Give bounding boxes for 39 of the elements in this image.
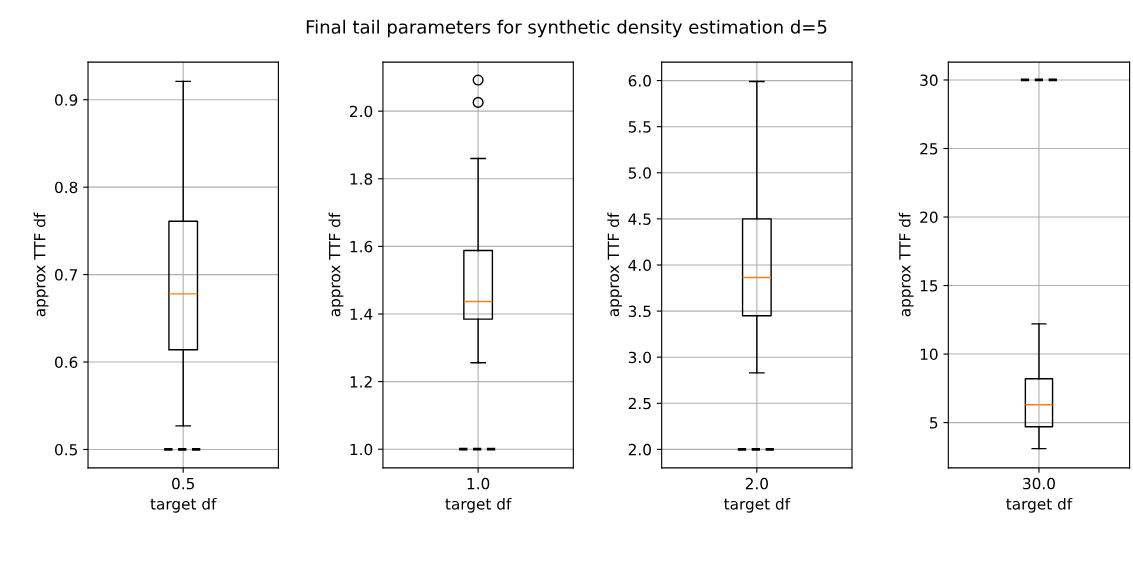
x-axis-title: target df xyxy=(724,497,791,513)
y-tick-label: 0.5 xyxy=(55,443,77,456)
y-tick-label: 2.0 xyxy=(628,443,651,456)
x-tick-label: 2.0 xyxy=(745,477,768,490)
y-axis-title: approx TTF df xyxy=(898,212,914,317)
y-tick-label: 3.0 xyxy=(628,351,651,364)
y-tick-label: 10 xyxy=(920,348,938,361)
x-tick-label: 1.0 xyxy=(467,477,490,490)
x-tick-label: 0.5 xyxy=(172,477,195,490)
y-tick-label: 6.0 xyxy=(628,75,651,87)
x-tick-label: 30.0 xyxy=(1023,477,1055,490)
y-tick-label: 2.5 xyxy=(628,397,651,410)
y-tick-label: 25 xyxy=(920,142,938,155)
y-tick-label: 1.4 xyxy=(350,308,373,320)
y-tick-label: 20 xyxy=(920,211,938,224)
y-tick-label: 0.7 xyxy=(55,269,78,281)
y-tick-label: 30 xyxy=(920,74,938,86)
y-tick-label: 3.5 xyxy=(628,305,651,318)
y-tick-label: 0.8 xyxy=(55,181,78,194)
y-axis-title: approx TTF df xyxy=(33,212,49,317)
x-axis-title: target df xyxy=(150,497,217,513)
y-tick-label: 1.8 xyxy=(350,173,373,185)
y-tick-label: 5.0 xyxy=(628,167,651,179)
y-axis-title: approx TTF df xyxy=(328,212,344,317)
y-tick-label: 4.0 xyxy=(628,259,651,272)
chart-title: Final tail parameters for synthetic density estimation d=5 xyxy=(306,19,827,38)
y-tick-label: 15 xyxy=(920,280,938,292)
y-tick-label: 1.2 xyxy=(350,376,372,388)
y-tick-label: 5 xyxy=(930,417,938,429)
y-tick-label: 2.0 xyxy=(350,105,373,118)
y-tick-label: 0.6 xyxy=(55,356,78,369)
y-tick-label: 4.5 xyxy=(628,213,651,225)
y-tick-label: 1.6 xyxy=(350,240,373,253)
y-tick-label: 1.0 xyxy=(350,443,373,456)
y-tick-label: 0.9 xyxy=(55,94,78,106)
y-tick-label: 5.5 xyxy=(628,121,651,133)
x-axis-title: target df xyxy=(445,497,512,513)
x-axis-title: target df xyxy=(1006,497,1073,513)
y-axis-title: approx TTF df xyxy=(607,212,623,317)
